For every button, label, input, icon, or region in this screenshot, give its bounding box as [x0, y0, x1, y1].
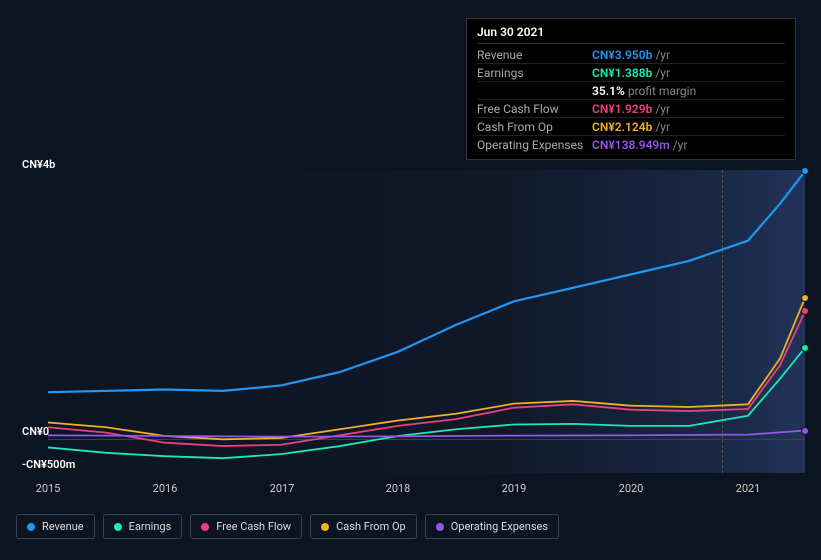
tooltip-row-value-wrap: CN¥3.950b/yr	[592, 48, 670, 62]
tooltip-row-value: CN¥3.950b	[592, 48, 652, 62]
tooltip-row: Operating ExpensesCN¥138.949m/yr	[477, 136, 785, 153]
legend: Revenue Earnings Free Cash Flow Cash From O…	[16, 514, 559, 539]
plot-area	[48, 170, 805, 473]
legend-item-operating-expenses[interactable]: Operating Expenses	[425, 514, 559, 539]
tooltip-row-value-wrap: CN¥1.929b/yr	[592, 102, 670, 116]
x-axis-label: 2017	[270, 482, 295, 495]
tooltip-row-suffix: profit margin	[628, 84, 696, 98]
tooltip-row-value: CN¥1.388b	[592, 66, 652, 80]
tooltip-row: EarningsCN¥1.388b/yr	[477, 64, 785, 82]
tooltip-row-value-wrap: 35.1%profit margin	[592, 84, 696, 98]
legend-item-label: Revenue	[42, 520, 84, 533]
tooltip-row-label: Operating Expenses	[477, 138, 592, 152]
tooltip-row-label: Cash From Op	[477, 120, 592, 134]
x-axis-label: 2015	[36, 482, 61, 495]
legend-dot-icon	[201, 523, 209, 531]
tooltip-date: Jun 30 2021	[477, 25, 785, 44]
x-axis-label: 2021	[736, 482, 761, 495]
tooltip-row-label	[477, 84, 592, 98]
tooltip-row-label: Earnings	[477, 66, 592, 80]
tooltip-row-value-wrap: CN¥1.388b/yr	[592, 66, 670, 80]
legend-dot-icon	[27, 523, 35, 531]
tooltip-row: RevenueCN¥3.950b/yr	[477, 46, 785, 64]
legend-item-label: Free Cash Flow	[216, 520, 291, 533]
tooltip-row-suffix: /yr	[655, 48, 670, 62]
series-end-marker	[801, 167, 809, 175]
x-axis-label: 2018	[386, 482, 411, 495]
tooltip-row-suffix: /yr	[673, 138, 688, 152]
tooltip-row-value: CN¥1.929b	[592, 102, 652, 116]
legend-item-label: Cash From Op	[336, 520, 406, 533]
legend-item-label: Operating Expenses	[451, 520, 548, 533]
legend-item-earnings[interactable]: Earnings	[103, 514, 183, 539]
chart-lines	[48, 170, 805, 473]
tooltip-row-label: Free Cash Flow	[477, 102, 592, 116]
x-axis-label: 2016	[153, 482, 178, 495]
legend-item-label: Earnings	[129, 520, 172, 533]
legend-dot-icon	[114, 523, 122, 531]
series-end-marker	[801, 427, 809, 435]
x-axis-label: 2019	[502, 482, 527, 495]
tooltip-row-value-wrap: CN¥138.949m/yr	[592, 138, 687, 152]
tooltip-row-value: CN¥138.949m	[592, 138, 670, 152]
tooltip-row-suffix: /yr	[655, 66, 670, 80]
tooltip-row-value: CN¥2.124b	[592, 120, 652, 134]
series-operating-expenses	[48, 431, 805, 437]
series-cash-from-op	[48, 298, 805, 439]
series-revenue	[48, 171, 805, 392]
legend-item-cash-from-op[interactable]: Cash From Op	[310, 514, 417, 539]
tooltip-row-value: 35.1%	[592, 84, 625, 98]
tooltip-row: Cash From OpCN¥2.124b/yr	[477, 118, 785, 136]
tooltip-row: Free Cash FlowCN¥1.929b/yr	[477, 100, 785, 118]
series-end-marker	[801, 344, 809, 352]
tooltip-row-suffix: /yr	[655, 102, 670, 116]
tooltip-row-label: Revenue	[477, 48, 592, 62]
tooltip-row-value-wrap: CN¥2.124b/yr	[592, 120, 670, 134]
chart-tooltip: Jun 30 2021 RevenueCN¥3.950b/yrEarningsC…	[466, 18, 796, 160]
tooltip-row-suffix: /yr	[655, 120, 670, 134]
series-end-marker	[801, 307, 809, 315]
legend-item-revenue[interactable]: Revenue	[16, 514, 95, 539]
series-end-marker	[801, 294, 809, 302]
tooltip-row: 35.1%profit margin	[477, 82, 785, 100]
y-axis-label: CN¥0	[22, 425, 49, 438]
x-axis-label: 2020	[619, 482, 644, 495]
legend-dot-icon	[436, 523, 444, 531]
legend-item-free-cash-flow[interactable]: Free Cash Flow	[190, 514, 302, 539]
legend-dot-icon	[321, 523, 329, 531]
